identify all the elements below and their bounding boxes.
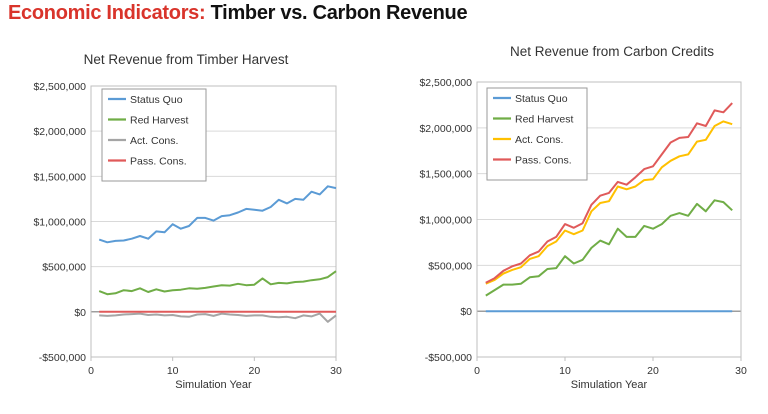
- carbon-series-act-cons: [485, 120, 733, 285]
- timber-xtick-label: 0: [88, 365, 94, 377]
- carbon-ytick-label: -$500,000: [425, 352, 472, 364]
- timber-xlabel: Simulation Year: [175, 379, 252, 391]
- timber-ytick-label: $0: [74, 307, 86, 319]
- carbon-ytick-label: $1,500,000: [419, 169, 472, 181]
- timber-ytick-label: $2,000,000: [33, 126, 86, 138]
- carbon-xtick-label: 30: [735, 365, 747, 377]
- timber-xtick-label: 10: [167, 365, 179, 377]
- timber-ytick-label: $2,500,000: [33, 81, 86, 93]
- carbon-legend-label-pass-cons: Pass. Cons.: [515, 155, 572, 167]
- timber-legend-label-status-quo: Status Quo: [130, 94, 183, 106]
- carbon-ytick-label: $500,000: [428, 260, 472, 272]
- carbon-legend-label-red-harvest: Red Harvest: [515, 114, 573, 126]
- timber-ytick-label: $1,500,000: [33, 171, 86, 183]
- page-heading: Economic Indicators: Timber vs. Carbon R…: [8, 2, 468, 25]
- carbon-xtick-label: 20: [647, 365, 659, 377]
- carbon-ytick-label: $0: [460, 306, 472, 318]
- timber-series-act-cons: [99, 312, 337, 323]
- timber-legend-box: [101, 88, 207, 182]
- carbon-xtick-label: 10: [559, 365, 571, 377]
- timber-ytick-label: $1,000,000: [33, 217, 86, 229]
- timber-xtick-label: 20: [248, 365, 260, 377]
- carbon-xtick-label: 0: [474, 365, 480, 377]
- carbon-ytick-label: $1,000,000: [419, 215, 472, 227]
- carbon-legend-box: [486, 87, 588, 181]
- timber-ytick-label: $500,000: [42, 262, 86, 274]
- timber-plot-frame: [90, 85, 337, 358]
- timber-title: Net Revenue from Timber Harvest: [84, 52, 289, 67]
- carbon-legend-label-status-quo: Status Quo: [515, 93, 568, 105]
- timber-legend-label-red-harvest: Red Harvest: [130, 115, 188, 127]
- carbon-plot-frame: [476, 81, 742, 358]
- carbon-ytick-label: $2,000,000: [419, 123, 472, 135]
- timber-ytick-label: -$500,000: [39, 352, 86, 364]
- carbon-legend-label-act-cons: Act. Cons.: [515, 134, 563, 146]
- carbon-series-red-harvest: [485, 199, 733, 297]
- timber-series-red-harvest: [98, 270, 337, 296]
- heading-accent: Economic Indicators:: [8, 2, 206, 24]
- timber-xtick-label: 30: [330, 365, 342, 377]
- carbon-series-pass-cons: [485, 102, 733, 284]
- timber-series-status-quo: [98, 185, 337, 244]
- heading-rest: Timber vs. Carbon Revenue: [205, 2, 468, 24]
- timber-legend-label-pass-cons: Pass. Cons.: [130, 156, 187, 168]
- carbon-title: Net Revenue from Carbon Credits: [510, 44, 714, 59]
- carbon-ytick-label: $2,500,000: [419, 77, 472, 89]
- timber-legend-label-act-cons: Act. Cons.: [130, 135, 178, 147]
- carbon-xlabel: Simulation Year: [571, 379, 648, 391]
